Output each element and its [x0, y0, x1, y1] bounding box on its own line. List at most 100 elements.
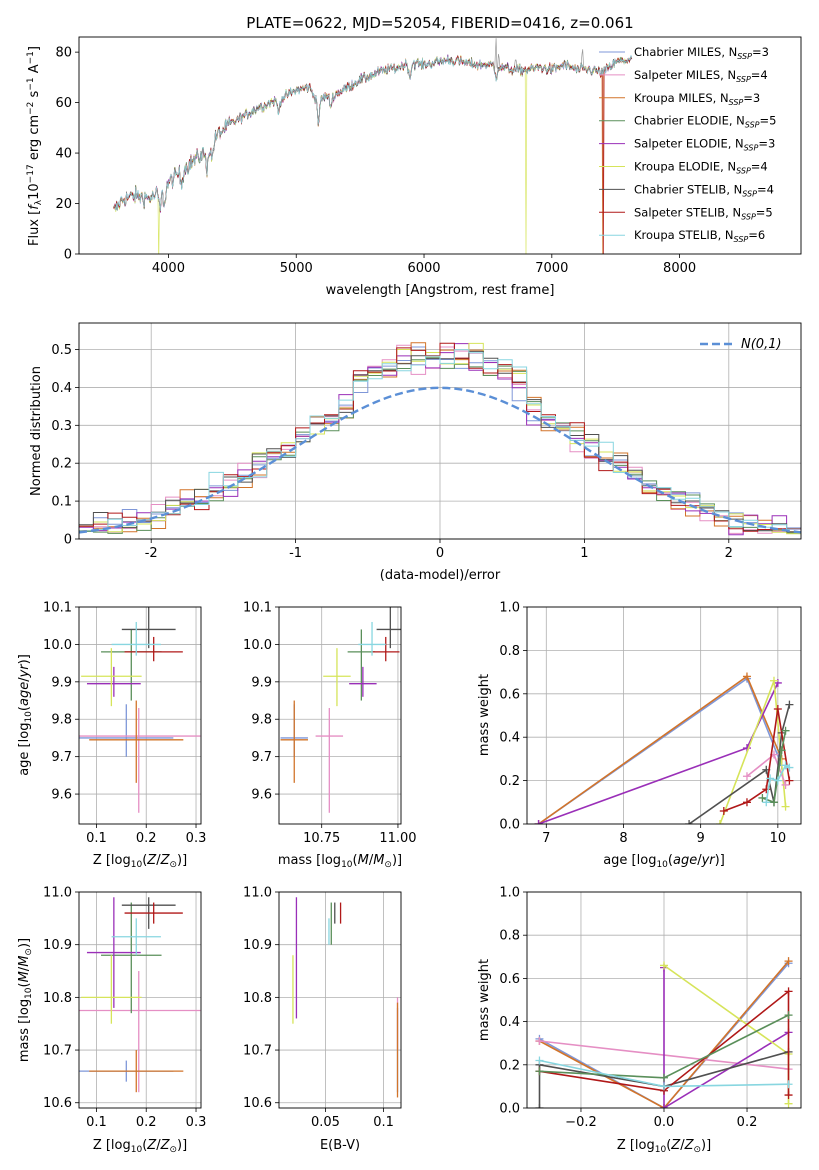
weight-marker [535, 1056, 544, 1065]
legend-label: Salpeter MILES, NSSP=4 [634, 68, 768, 84]
panel-mass-vs-EBV: 0.05 0.1 10.6 10.7 10.8 10.9 11.0 E(B-V) [243, 886, 402, 1153]
y-tick-label: 1.0 [499, 886, 520, 901]
y-tick-label: 9.6 [251, 788, 272, 803]
axes-frame [78, 36, 802, 255]
legend-label: Kroupa STELIB, NSSP=6 [634, 228, 765, 244]
axes-frame [526, 891, 802, 1109]
y-tick-label: 1.0 [499, 601, 520, 616]
x-tick-label: −0.2 [565, 1115, 597, 1130]
weight-marker [535, 1104, 544, 1108]
weight-marker [742, 772, 751, 781]
x-axis-label: mass [log10(M/M⊙)] [278, 853, 402, 870]
weight-line [663, 967, 789, 1108]
weight-line [538, 1051, 789, 1108]
y-tick-label: 0.4 [499, 731, 520, 746]
x-tick-label: 8 [619, 831, 627, 846]
y-tick-label: 9.9 [251, 675, 272, 690]
legend-label: N(0,1) [741, 337, 782, 352]
y-tick-label: 20 [55, 197, 72, 212]
x-tick-label: -1 [289, 546, 302, 561]
y-tick-label: 11.0 [43, 886, 72, 901]
weight-marker [762, 798, 771, 807]
legend-label: Chabrier STELIB, NSSP=4 [634, 182, 774, 198]
y-tick-label: 60 [55, 96, 72, 111]
weight-marker [784, 1099, 793, 1108]
histogram-step-line [79, 342, 801, 532]
panel-weight-vs-Z: −0.2 0.0 0.2 0.0 0.2 0.4 0.6 0.8 1.0 Z [log10(Z/Z… [477, 886, 802, 1155]
x-axis-label: age [log10(age/yr)] [603, 853, 725, 870]
weight-marker [769, 798, 778, 807]
axes-frame [78, 322, 802, 540]
panel-age-vs-mass: 10.75 11.00 9.6 9.7 9.8 9.9 10.0 10.1 mass [log1… [243, 601, 417, 871]
y-tick-label: 0 [64, 533, 72, 548]
axes-frame [278, 606, 402, 825]
weight-line [539, 960, 790, 1108]
y-tick-label: 10.6 [43, 1096, 72, 1111]
legend-label: Chabrier ELODIE, NSSP=5 [634, 114, 776, 130]
y-tick-label: 9.6 [51, 788, 72, 803]
legend-label: Salpeter ELODIE, NSSP=3 [634, 137, 775, 153]
axes-frame [278, 891, 402, 1109]
weight-marker [784, 1080, 793, 1089]
y-tick-label: 0.2 [499, 774, 520, 789]
weight-marker [715, 820, 724, 824]
x-tick-label: -2 [145, 546, 158, 561]
x-tick-label: 0.2 [737, 1115, 758, 1130]
y-axis-label: Normed distribution [29, 366, 44, 496]
legend-label: Kroupa MILES, NSSP=3 [634, 91, 760, 107]
plot-area [534, 672, 794, 824]
x-tick-label: 6000 [407, 261, 440, 276]
y-tick-label: 10.1 [43, 601, 72, 616]
x-tick-label: 0.0 [654, 1115, 675, 1130]
weight-marker [769, 676, 778, 685]
x-tick-label: 0.3 [186, 1115, 207, 1130]
weight-marker [773, 776, 782, 785]
y-tick-label: 80 [55, 46, 72, 61]
y-tick-label: 10.0 [243, 638, 272, 653]
panel-mass-vs-Z: 0.1 0.2 0.3 10.6 10.7 10.8 10.9 11.0 Z [log10(Z/… [17, 886, 206, 1156]
y-tick-label: 0.8 [499, 929, 520, 944]
y-tick-label: 9.7 [251, 750, 272, 765]
axes-frame [526, 606, 802, 825]
panel-residuals: -2 -1 0 1 2 0 0.1 0.2 0.3 0.4 0.5 (data-model)/erro… [29, 322, 802, 583]
panel-spectrum: 4000 5000 6000 7000 8000 0 20 40 60 80 wavelength … [26, 36, 802, 298]
legend-label: Chabrier MILES, NSSP=3 [634, 45, 769, 61]
axes-frame [78, 606, 202, 825]
weight-marker [777, 746, 786, 755]
weight-marker [766, 774, 775, 783]
plot-area [79, 607, 201, 813]
weight-marker [758, 793, 767, 802]
x-tick-label: 8000 [663, 261, 696, 276]
weight-marker [660, 1082, 668, 1091]
y-tick-label: 9.8 [51, 713, 72, 728]
y-tick-label: 0 [64, 248, 72, 263]
y-tick-label: 0.0 [499, 818, 520, 833]
weight-marker [781, 802, 790, 811]
x-tick-label: 0.1 [373, 1115, 394, 1130]
weight-line [539, 989, 790, 1095]
weight-marker [773, 704, 782, 713]
x-tick-label: 2 [725, 546, 733, 561]
weight-marker [784, 1091, 793, 1100]
x-tick-label: 9 [697, 831, 705, 846]
x-tick-label: 0.05 [311, 1115, 340, 1130]
y-axis-label: mass weight [477, 674, 492, 756]
x-tick-label: 7 [542, 831, 550, 846]
normal-curve [79, 386, 801, 534]
y-tick-label: 0.8 [499, 644, 520, 659]
weight-line [539, 962, 790, 1108]
y-tick-label: 0.1 [51, 495, 72, 510]
weight-marker [785, 763, 794, 772]
x-axis-label: (data-model)/error [380, 568, 501, 583]
x-tick-label: 7000 [535, 261, 568, 276]
plot-area [113, 38, 633, 254]
legend-label: Salpeter STELIB, NSSP=5 [634, 205, 773, 221]
weight-marker [685, 820, 694, 824]
y-tick-label: 0.5 [51, 343, 72, 358]
histogram-step-line [79, 349, 801, 532]
y-tick-label: 10.7 [243, 1044, 272, 1059]
y-tick-label: 0.4 [51, 381, 72, 396]
x-tick-label: 1 [580, 546, 588, 561]
weight-marker [660, 1104, 668, 1108]
